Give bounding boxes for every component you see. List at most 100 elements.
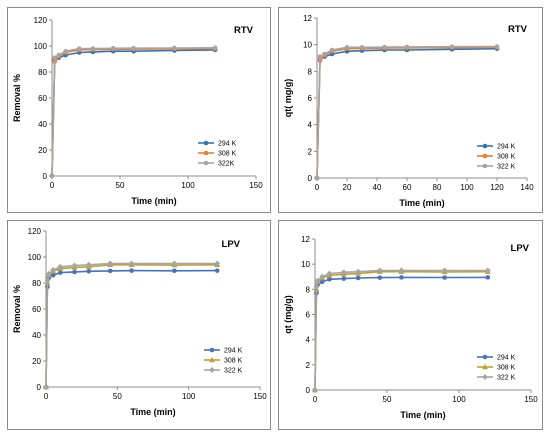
x-axis-label: Time (min)	[400, 410, 445, 420]
series-line-2	[316, 45, 498, 179]
legend-label: 322 K	[497, 375, 516, 382]
chart-svg: 0 2 4 6 8 10 12 0 50 100 150 Time (min) qt (mg/g) LPV…	[283, 235, 538, 420]
y-tick-label: 60	[38, 94, 47, 103]
y-tick-label: 40	[32, 331, 41, 340]
data-point-2-6	[85, 261, 92, 268]
data-point-0-6	[355, 275, 361, 281]
legend-label: 308 K	[224, 358, 243, 365]
data-point-2-3	[63, 48, 68, 54]
x-tick-label: 80	[433, 183, 442, 192]
data-point-0-7	[377, 275, 383, 280]
data-point-2-9	[212, 45, 218, 51]
x-tick-label: 100	[181, 181, 195, 190]
data-point-0-8	[399, 275, 404, 280]
x-tick-label: 20	[343, 183, 352, 192]
y-tick-label: 20	[32, 357, 41, 366]
legend-label: 322 K	[497, 164, 516, 171]
x-tick-label: 0	[315, 183, 320, 192]
series-line-2	[314, 269, 488, 391]
data-point-2-9	[171, 260, 178, 267]
data-point-2-6	[382, 44, 387, 50]
y-tick-label: 120	[34, 16, 48, 25]
y-tick-label: 0	[43, 172, 48, 181]
x-tick-label: 100	[182, 392, 196, 401]
legend-marker	[482, 153, 488, 159]
x-tick-label: 100	[452, 395, 466, 404]
data-point-0-5	[72, 269, 77, 275]
data-point-2-2	[45, 270, 52, 277]
legend-label: 308 K	[218, 151, 237, 158]
data-point-2-4	[76, 46, 82, 51]
data-point-2-9	[441, 267, 448, 274]
data-point-2-8	[172, 45, 177, 51]
y-tick-label: 40	[38, 120, 47, 129]
data-point-2-4	[57, 263, 64, 270]
y-tick-label: 0	[37, 383, 42, 392]
data-point-2-7	[131, 45, 136, 51]
y-tick-label: 2	[306, 361, 311, 370]
series-line-0	[45, 269, 218, 388]
y-tick-label: 80	[32, 279, 41, 288]
x-tick-label: 140	[520, 183, 534, 192]
data-point-2-2	[56, 52, 62, 58]
x-axis-label: Time (min)	[399, 198, 444, 208]
data-point-0-10	[485, 275, 491, 280]
x-tick-label: 50	[113, 392, 122, 401]
data-point-0-4	[327, 276, 332, 282]
y-axis-label: Removal %	[12, 285, 22, 333]
x-tick-label: 150	[253, 392, 267, 401]
y-tick-label: 12	[303, 14, 312, 23]
data-point-2-1	[44, 277, 51, 284]
series-line-2	[51, 47, 216, 177]
data-point-0-3	[50, 272, 56, 278]
x-tick-label: 0	[50, 181, 55, 190]
data-point-2-10	[484, 267, 491, 274]
x-tick-label: 120	[490, 183, 504, 192]
legend-marker	[209, 367, 215, 373]
data-point-2-8	[449, 44, 455, 49]
data-point-2-5	[359, 45, 365, 50]
series-line-0	[314, 276, 488, 391]
data-point-2-8	[128, 260, 135, 267]
x-tick-label: 50	[116, 181, 125, 190]
series-line-1	[51, 47, 216, 177]
y-tick-label: 6	[306, 311, 311, 320]
y-tick-label: 10	[301, 260, 310, 269]
y-tick-label: 0	[308, 174, 313, 183]
data-point-2-1	[313, 283, 320, 290]
chart-panel-rtv-removal: 0 20 40 60 80 100 120 0 50 100 150 Time (min) Remova…	[7, 7, 271, 213]
legend-label: 294 K	[224, 348, 243, 355]
data-point-0-8	[129, 268, 134, 273]
x-tick-label: 150	[524, 395, 538, 404]
chart-title: LPV	[222, 239, 241, 250]
data-point-2-2	[322, 51, 327, 57]
data-point-2-10	[214, 260, 221, 267]
data-point-2-4	[326, 270, 333, 277]
series-line-0	[316, 47, 498, 179]
data-point-2-0	[312, 387, 318, 393]
x-tick-label: 100	[460, 183, 474, 192]
data-point-0-4	[57, 270, 63, 275]
data-point-2-1	[52, 55, 58, 60]
data-point-2-0	[314, 175, 320, 181]
y-tick-label: 12	[301, 235, 310, 244]
x-axis-label: Time (min)	[130, 407, 175, 417]
chart-svg: 0 20 40 60 80 100 120 0 50 100 150 Time (min) Remova…	[12, 16, 263, 206]
y-axis-label: qt( mg/g)	[283, 79, 293, 118]
data-point-0-6	[86, 269, 92, 274]
data-point-2-5	[71, 262, 78, 269]
legend-marker	[203, 160, 209, 166]
chart-panel-rtv-qt: 0 2 4 6 8 10 12 0 20 40 60 80 100 120 140 Time (min) qt(…	[278, 7, 543, 213]
legend-marker	[209, 357, 215, 363]
data-point-2-7	[107, 260, 114, 267]
y-tick-label: 60	[32, 305, 41, 314]
data-point-2-0	[49, 173, 55, 179]
y-tick-label: 120	[28, 227, 42, 236]
legend-marker	[482, 354, 488, 360]
legend-label: 294 K	[497, 144, 516, 151]
y-tick-label: 100	[28, 253, 42, 262]
series-line-2	[45, 262, 218, 388]
data-point-2-7	[376, 267, 383, 274]
data-point-2-3	[319, 273, 326, 280]
